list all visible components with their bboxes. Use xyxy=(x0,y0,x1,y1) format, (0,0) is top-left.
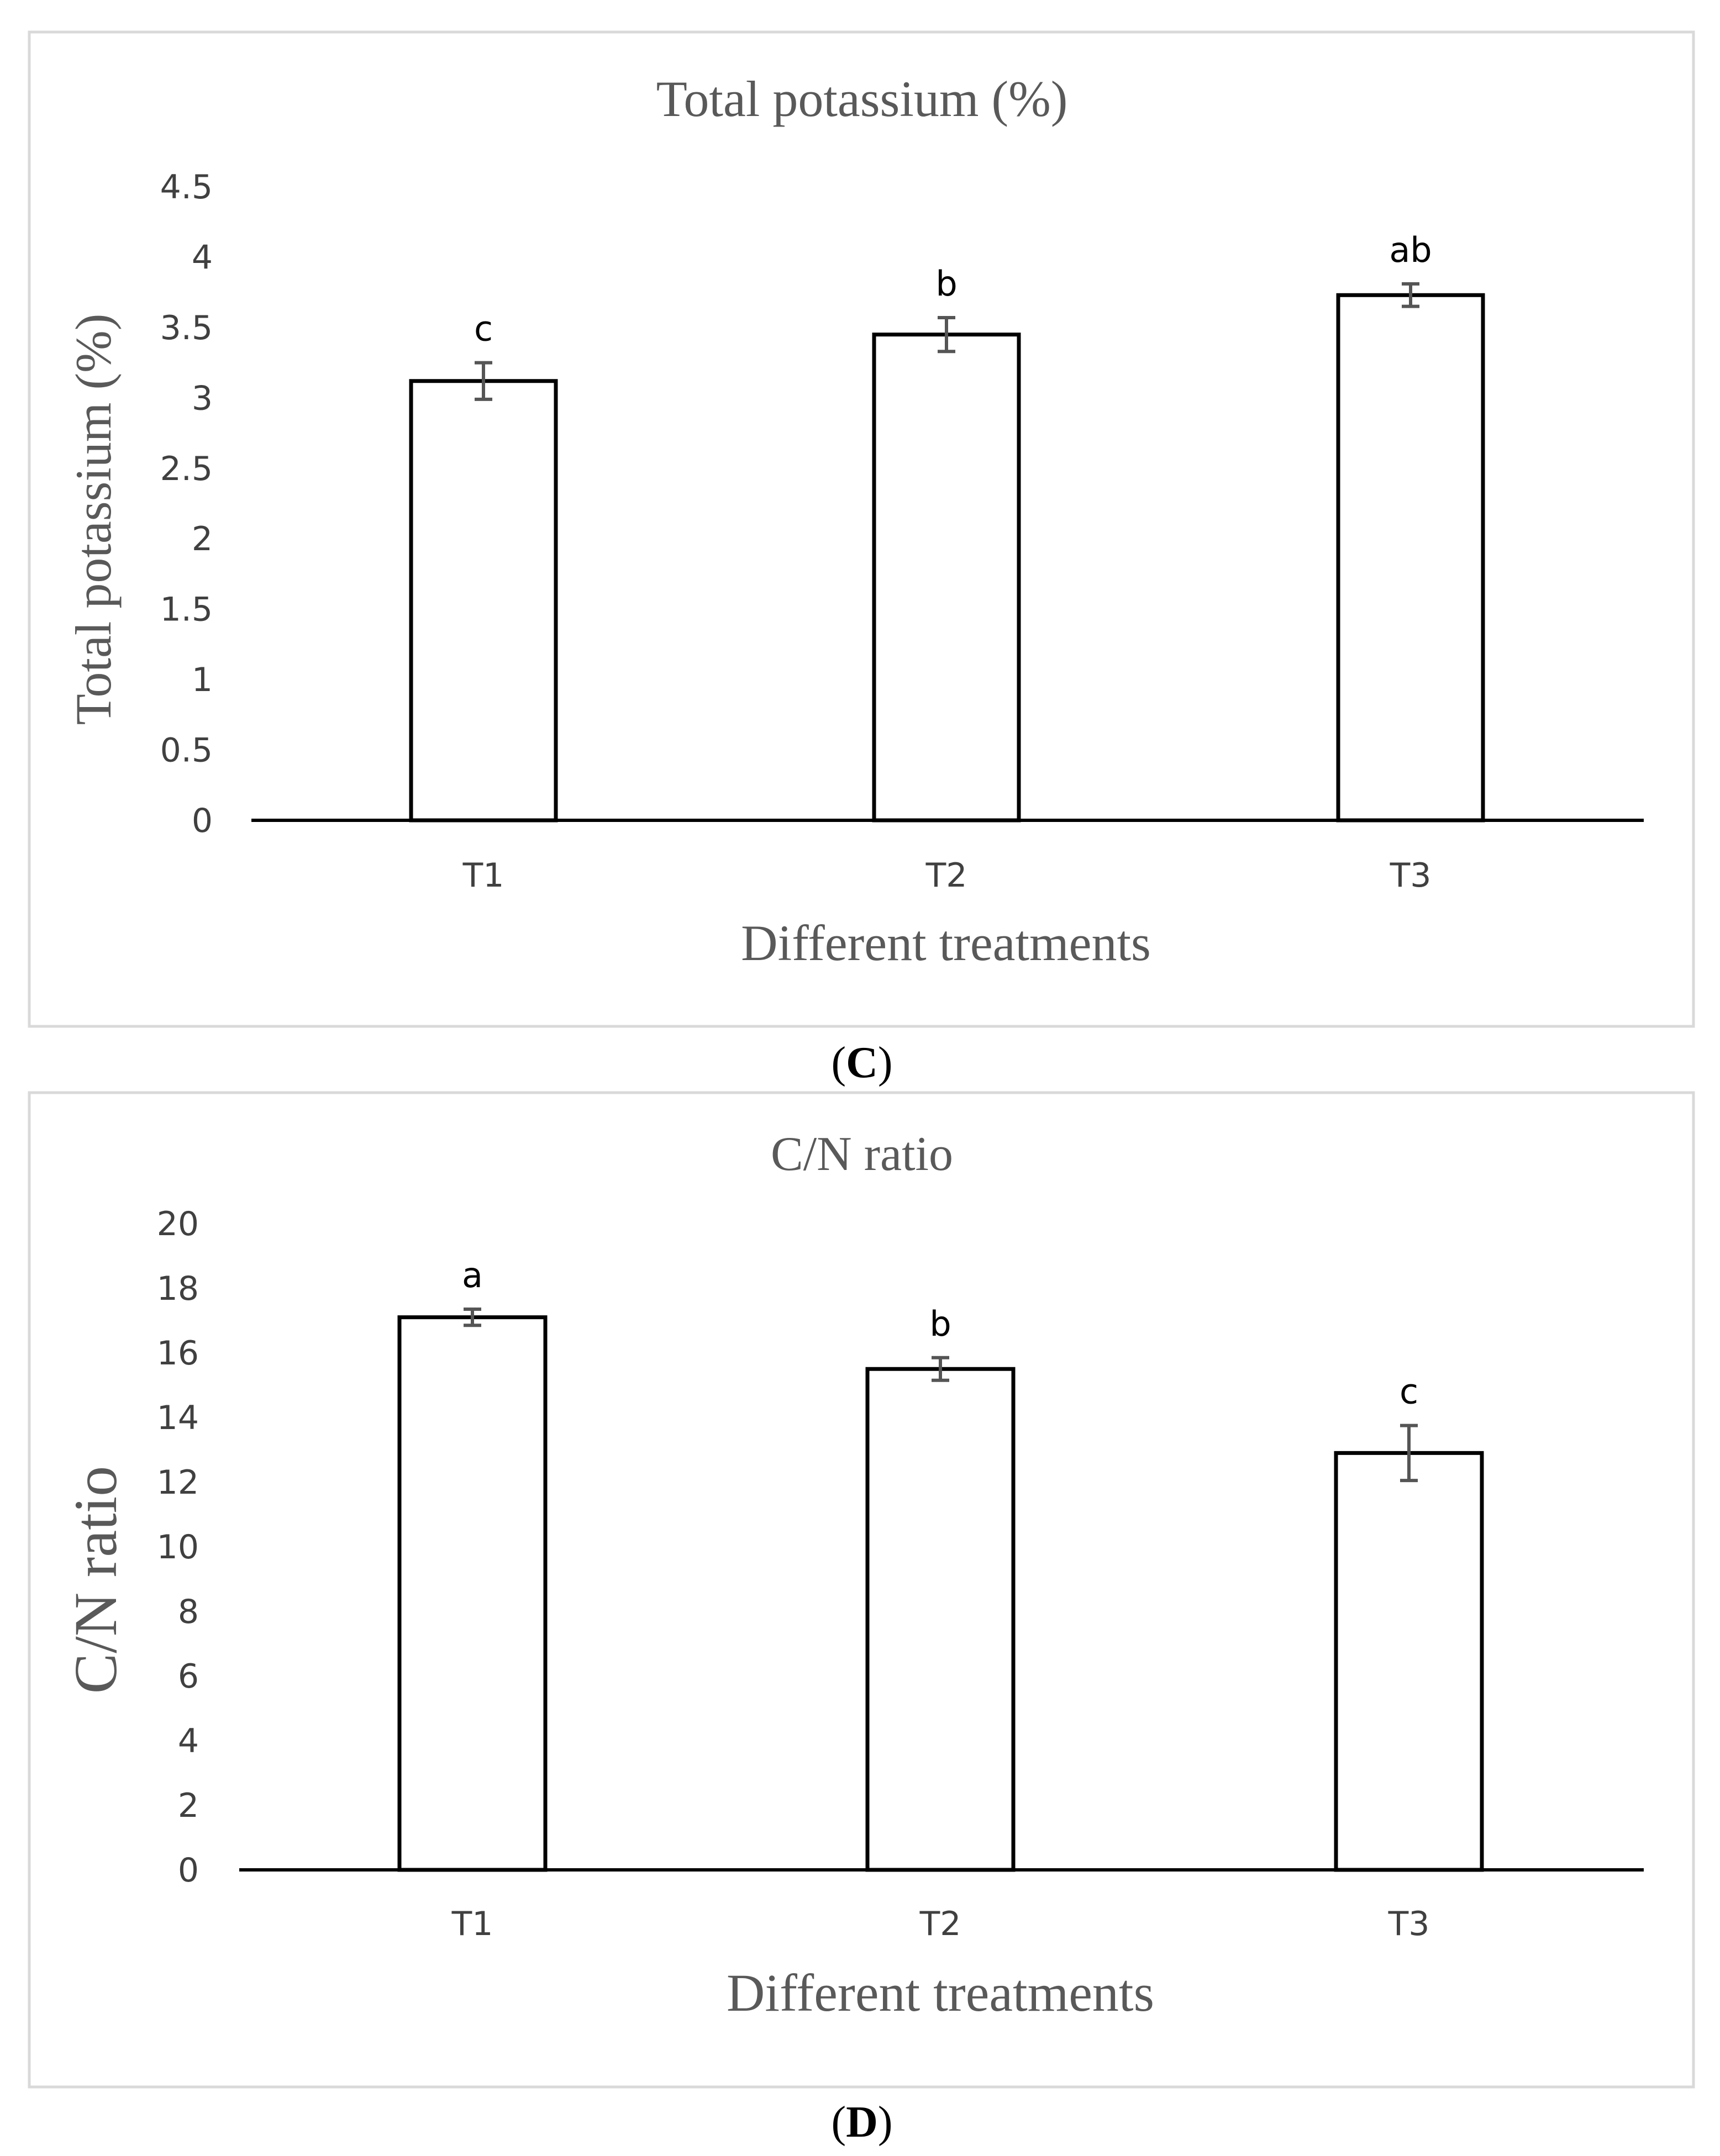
y-tick-label-d-6: 12 xyxy=(157,1463,199,1502)
panel-caption-d: (D) xyxy=(831,2098,892,2147)
y-tick-label-c-0: 0 xyxy=(192,802,213,840)
caption-c-close: ) xyxy=(878,1039,893,1087)
x-axis-label-c: Different treatments xyxy=(741,915,1151,971)
chart-panel-d: C/N ratio C/N ratio Different treatments… xyxy=(28,1091,1695,2089)
y-tick-label-c-5: 2.5 xyxy=(160,450,213,488)
error-bar-c-t1 xyxy=(475,361,492,401)
y-tick-label-c-1: 0.5 xyxy=(160,731,213,770)
y-tick-label-d-2: 4 xyxy=(178,1722,199,1760)
y-tick-label-c-9: 4.5 xyxy=(160,168,213,207)
plot-area-c: 0 0.5 1 1.5 2 2.5 3 3.5 4 4.5 c T1 b T2 ab T3 xyxy=(160,168,1644,895)
significance-label-d-t2: b xyxy=(929,1304,951,1344)
significance-label-c-t3: ab xyxy=(1389,230,1432,270)
panel-caption-c: (C) xyxy=(831,1039,892,1087)
y-tick-label-d-0: 0 xyxy=(178,1851,199,1890)
y-axis-label-d: C/N ratio xyxy=(62,1466,129,1694)
caption-d-letter: D xyxy=(846,2098,878,2147)
bar-d-t3 xyxy=(1334,1451,1484,1872)
y-tick-label-d-4: 8 xyxy=(178,1593,199,1631)
bar-d-t2 xyxy=(865,1367,1016,1872)
plot-area-d: 0 2 4 6 8 10 12 14 16 18 20 a T1 b T2 c T3 xyxy=(157,1205,1644,1943)
chart-title-d: C/N ratio xyxy=(771,1127,953,1181)
y-tick-label-c-4: 2 xyxy=(192,520,213,558)
x-tick-label-d-t3: T3 xyxy=(1388,1905,1430,1943)
significance-label-d-t3: c xyxy=(1400,1372,1418,1412)
y-tick-label-d-8: 16 xyxy=(157,1334,199,1373)
chart-title-c: Total potassium (%) xyxy=(656,71,1068,127)
y-tick-label-c-8: 4 xyxy=(192,238,213,277)
y-tick-label-c-3: 1.5 xyxy=(160,591,213,629)
x-tick-label-d-t2: T2 xyxy=(919,1905,961,1943)
y-tick-label-d-3: 6 xyxy=(178,1657,199,1696)
bar-c-t3 xyxy=(1336,293,1485,823)
y-axis-label-c: Total potassium (%) xyxy=(65,314,122,725)
error-bar-d-t3 xyxy=(1400,1424,1418,1483)
caption-c-letter: C xyxy=(846,1039,878,1087)
significance-label-c-t1: c xyxy=(474,309,493,349)
x-tick-label-c-t2: T2 xyxy=(925,856,967,895)
x-tick-label-c-t3: T3 xyxy=(1390,856,1432,895)
x-axis-label-d: Different treatments xyxy=(727,1963,1154,2022)
y-tick-label-d-10: 20 xyxy=(157,1205,199,1243)
x-tick-label-c-t1: T1 xyxy=(462,856,504,895)
y-tick-label-d-7: 14 xyxy=(157,1399,199,1437)
caption-c-open: ( xyxy=(831,1039,846,1087)
y-tick-label-d-1: 2 xyxy=(178,1786,199,1825)
error-bar-d-t1 xyxy=(464,1308,481,1327)
x-tick-label-d-t1: T1 xyxy=(451,1905,493,1943)
caption-d-open: ( xyxy=(831,2098,846,2147)
y-tick-label-d-5: 10 xyxy=(157,1528,199,1567)
y-tick-label-c-7: 3.5 xyxy=(160,309,213,347)
error-bar-c-t2 xyxy=(938,316,955,354)
y-tick-label-c-6: 3 xyxy=(192,379,213,418)
bar-c-t1 xyxy=(409,379,558,823)
bar-c-t2 xyxy=(872,333,1021,823)
significance-label-d-t1: a xyxy=(462,1255,483,1295)
caption-d-close: ) xyxy=(878,2098,893,2147)
chart-panel-c: Total potassium (%) Total potassium (%) … xyxy=(28,30,1695,1028)
significance-label-c-t2: b xyxy=(935,263,957,304)
y-tick-label-c-2: 1 xyxy=(192,661,213,699)
y-tick-label-d-9: 18 xyxy=(157,1269,199,1308)
error-bar-d-t2 xyxy=(932,1356,949,1382)
bar-d-t1 xyxy=(397,1315,548,1872)
error-bar-c-t3 xyxy=(1402,282,1419,308)
